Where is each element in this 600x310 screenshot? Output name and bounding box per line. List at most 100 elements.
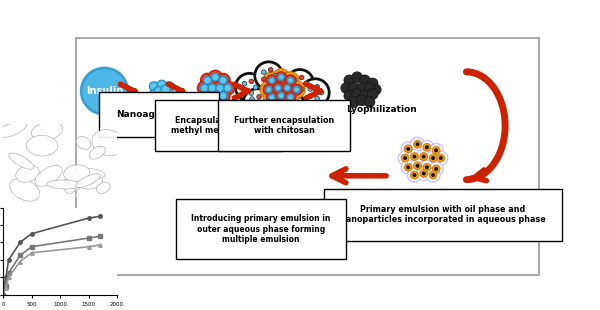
Circle shape — [284, 85, 290, 91]
Circle shape — [149, 90, 159, 99]
Circle shape — [81, 68, 128, 114]
Circle shape — [275, 85, 281, 91]
Ellipse shape — [26, 135, 58, 156]
Circle shape — [255, 62, 283, 90]
Circle shape — [149, 82, 159, 91]
Circle shape — [266, 92, 277, 103]
Circle shape — [219, 92, 227, 100]
Circle shape — [216, 89, 230, 103]
Circle shape — [429, 144, 443, 157]
Ellipse shape — [92, 130, 124, 156]
Circle shape — [432, 147, 440, 154]
Circle shape — [263, 72, 280, 89]
Circle shape — [299, 87, 304, 91]
Circle shape — [285, 92, 296, 103]
Circle shape — [269, 77, 275, 83]
Circle shape — [304, 81, 308, 86]
Circle shape — [431, 157, 434, 160]
Circle shape — [287, 77, 293, 83]
Circle shape — [352, 89, 362, 100]
Ellipse shape — [9, 153, 34, 169]
Ellipse shape — [35, 166, 62, 186]
Circle shape — [429, 154, 437, 162]
Circle shape — [153, 94, 163, 104]
Circle shape — [410, 153, 418, 160]
Circle shape — [425, 146, 428, 149]
Circle shape — [205, 81, 219, 95]
Circle shape — [200, 73, 215, 87]
Circle shape — [157, 88, 166, 97]
Circle shape — [269, 80, 287, 96]
Circle shape — [249, 79, 254, 84]
Circle shape — [420, 170, 428, 177]
Circle shape — [422, 155, 425, 158]
Circle shape — [308, 94, 313, 99]
Circle shape — [269, 94, 275, 100]
Circle shape — [349, 96, 359, 107]
Circle shape — [161, 85, 170, 94]
Circle shape — [407, 166, 410, 169]
Circle shape — [417, 150, 431, 163]
Circle shape — [224, 84, 232, 92]
Circle shape — [359, 75, 370, 86]
Circle shape — [431, 174, 434, 177]
Circle shape — [308, 87, 313, 91]
Circle shape — [404, 145, 412, 153]
Circle shape — [407, 168, 421, 182]
Text: Lyophilization: Lyophilization — [346, 105, 416, 114]
Circle shape — [420, 160, 434, 174]
Circle shape — [197, 81, 211, 95]
Circle shape — [211, 92, 219, 100]
Circle shape — [437, 154, 445, 162]
Ellipse shape — [16, 165, 39, 182]
Circle shape — [420, 140, 434, 154]
Circle shape — [272, 87, 290, 104]
Circle shape — [416, 143, 419, 146]
Circle shape — [282, 89, 299, 106]
Circle shape — [434, 149, 438, 152]
Circle shape — [292, 78, 297, 82]
Circle shape — [404, 157, 407, 160]
Ellipse shape — [79, 169, 105, 179]
Circle shape — [413, 140, 421, 148]
Circle shape — [401, 160, 415, 174]
Ellipse shape — [47, 180, 82, 189]
Circle shape — [282, 83, 293, 93]
FancyBboxPatch shape — [76, 38, 539, 275]
Circle shape — [287, 94, 293, 100]
Circle shape — [439, 157, 442, 160]
Circle shape — [278, 93, 284, 99]
Circle shape — [364, 96, 375, 107]
Circle shape — [315, 84, 319, 89]
Circle shape — [356, 95, 367, 106]
Ellipse shape — [76, 174, 100, 188]
Circle shape — [286, 69, 314, 97]
Circle shape — [279, 80, 296, 96]
Circle shape — [285, 75, 296, 86]
Circle shape — [417, 166, 431, 180]
Circle shape — [242, 81, 247, 86]
Circle shape — [364, 83, 375, 93]
Circle shape — [367, 78, 378, 89]
Circle shape — [272, 83, 283, 93]
Circle shape — [253, 85, 258, 90]
Circle shape — [257, 106, 262, 111]
Circle shape — [261, 100, 266, 105]
Ellipse shape — [0, 122, 26, 138]
Circle shape — [276, 72, 287, 83]
Circle shape — [262, 77, 266, 82]
Circle shape — [154, 86, 163, 96]
Circle shape — [315, 96, 319, 101]
Circle shape — [432, 165, 440, 173]
Circle shape — [266, 86, 272, 93]
Circle shape — [413, 174, 416, 177]
Circle shape — [235, 73, 263, 101]
Ellipse shape — [10, 179, 40, 201]
Circle shape — [413, 162, 421, 170]
Circle shape — [352, 72, 362, 83]
Circle shape — [370, 84, 381, 95]
Circle shape — [268, 68, 273, 72]
Circle shape — [271, 81, 298, 109]
Circle shape — [288, 81, 305, 98]
Circle shape — [293, 86, 300, 93]
